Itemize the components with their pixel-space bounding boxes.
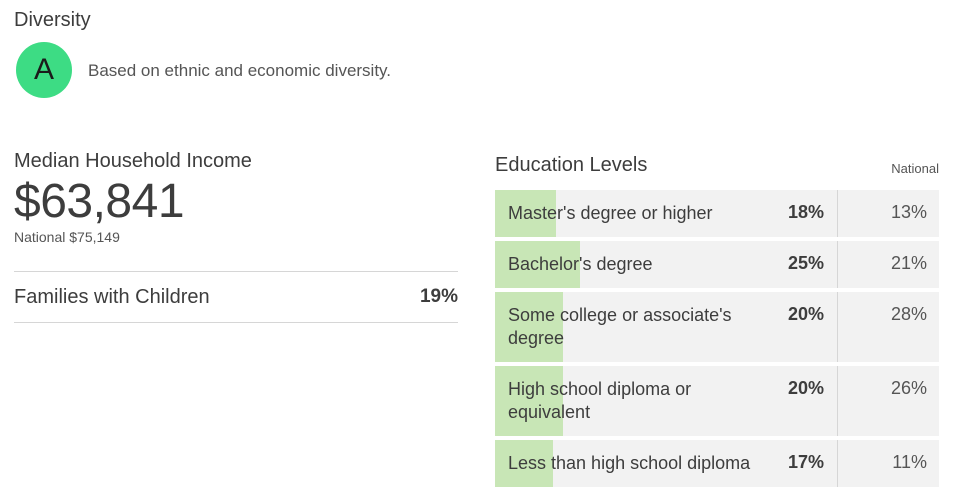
education-row-national: 26% bbox=[890, 378, 927, 398]
education-rows: Master's degree or higher 18% 13% Bachelor'… bbox=[495, 190, 939, 487]
column-divider bbox=[837, 241, 838, 288]
education-row: Less than high school diploma 17% 11% bbox=[495, 440, 939, 487]
diversity-grade-badge: A bbox=[16, 42, 72, 98]
education-row-label: Bachelor's degree bbox=[508, 254, 653, 274]
education-row: Bachelor's degree 25% 21% bbox=[495, 241, 939, 288]
families-value: 19% bbox=[419, 286, 458, 307]
education-row-label: Master's degree or higher bbox=[508, 203, 713, 223]
education-bar-fill bbox=[495, 292, 563, 362]
education-row-national: 13% bbox=[890, 202, 927, 222]
families-label: Families with Children bbox=[14, 285, 210, 308]
education-row-value: 17% bbox=[787, 452, 824, 472]
education-bar-fill bbox=[495, 190, 556, 237]
education-row-value: 20% bbox=[787, 304, 824, 324]
education-row: Master's degree or higher 18% 13% bbox=[495, 190, 939, 237]
column-divider bbox=[837, 366, 838, 436]
column-divider bbox=[837, 292, 838, 362]
education-title: Education Levels bbox=[495, 154, 648, 176]
education-header: Education Levels National bbox=[495, 150, 939, 190]
median-income-national: National $75,149 bbox=[14, 229, 120, 245]
education-row-national: 21% bbox=[890, 253, 927, 273]
education-row: Some college or associate's degree 20% 28% bbox=[495, 292, 939, 362]
diversity-title: Diversity bbox=[14, 9, 91, 31]
median-income-label: Median Household Income bbox=[14, 150, 252, 172]
education-section: Education Levels National Master's degre… bbox=[495, 150, 939, 491]
column-divider bbox=[837, 440, 838, 487]
education-row-value: 18% bbox=[787, 202, 824, 222]
diversity-description: Based on ethnic and economic diversity. bbox=[88, 61, 392, 80]
education-row-national: 28% bbox=[890, 304, 927, 324]
families-row: Families with Children 19% bbox=[14, 271, 458, 323]
education-row-label: Some college or associate's degree bbox=[508, 305, 732, 348]
education-row-label: Less than high school diploma bbox=[508, 453, 751, 473]
education-row-value: 25% bbox=[787, 253, 824, 273]
national-column-label: National bbox=[891, 161, 939, 176]
education-bar-fill bbox=[495, 440, 553, 487]
education-bar-fill bbox=[495, 241, 580, 288]
median-income-value: $63,841 bbox=[14, 175, 185, 228]
education-row-value: 20% bbox=[787, 378, 824, 398]
education-row: High school diploma or equivalent 20% 26% bbox=[495, 366, 939, 436]
education-bar-fill bbox=[495, 366, 563, 436]
education-row-label: High school diploma or equivalent bbox=[508, 379, 692, 422]
column-divider bbox=[837, 190, 838, 237]
education-row-national: 11% bbox=[892, 452, 927, 472]
income-section: Median Household Income $63,841 National… bbox=[14, 150, 458, 323]
grade-letter: A bbox=[33, 53, 54, 86]
